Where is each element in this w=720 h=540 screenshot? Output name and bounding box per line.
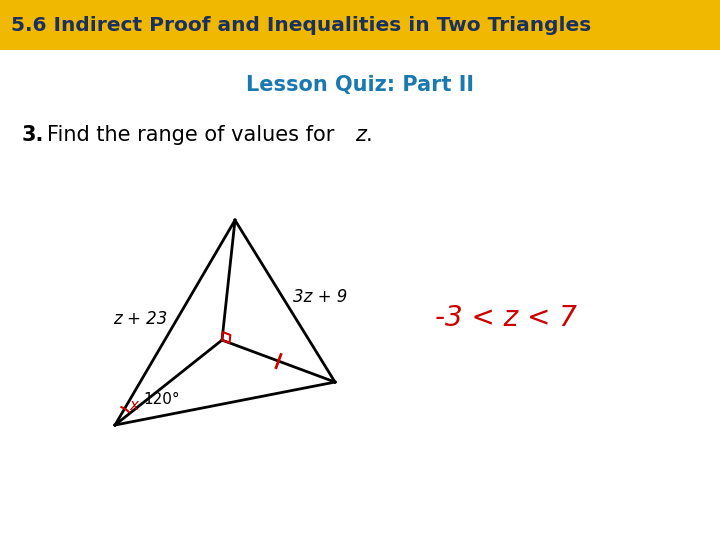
Text: z: z	[355, 125, 366, 145]
Text: -3 < z < 7: -3 < z < 7	[435, 304, 577, 332]
Text: Lesson Quiz: Part II: Lesson Quiz: Part II	[246, 75, 474, 95]
Text: Find the range of values for: Find the range of values for	[47, 125, 341, 145]
Text: 3z + 9: 3z + 9	[293, 288, 347, 306]
Text: 120°: 120°	[143, 392, 179, 407]
Text: z + 23: z + 23	[112, 309, 167, 328]
Text: 3.: 3.	[22, 125, 45, 145]
Text: x: x	[129, 397, 138, 413]
Text: 5.6 Indirect Proof and Inequalities in Two Triangles: 5.6 Indirect Proof and Inequalities in T…	[11, 16, 591, 35]
Text: .: .	[366, 125, 373, 145]
